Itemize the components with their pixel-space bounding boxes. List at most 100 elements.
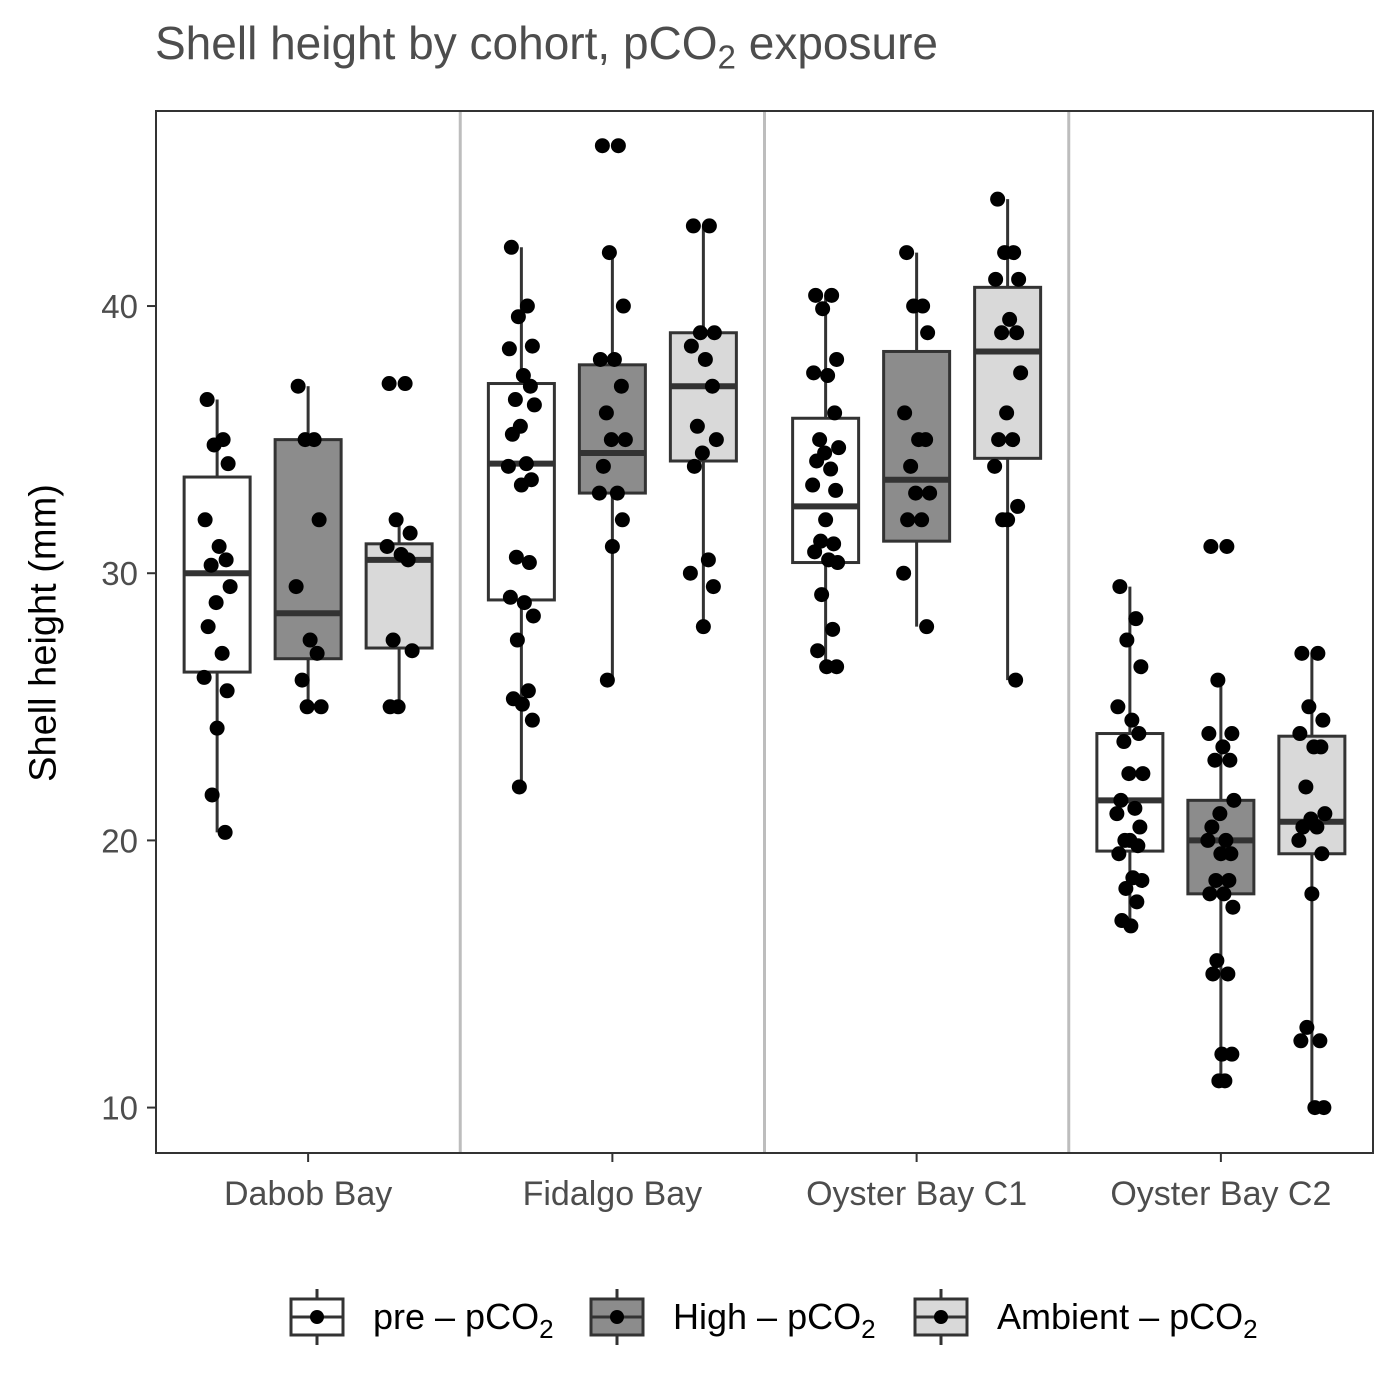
data-point <box>922 485 938 501</box>
data-point <box>1309 819 1325 835</box>
box-group <box>1095 586 1165 926</box>
data-point <box>683 338 699 354</box>
data-point <box>1124 712 1140 728</box>
data-point <box>1215 739 1231 755</box>
box-group <box>182 399 252 833</box>
data-point <box>1011 271 1027 287</box>
legend-item: pre – pCO2 <box>289 1289 554 1345</box>
data-point <box>1204 819 1220 835</box>
data-point <box>500 458 516 474</box>
data-point <box>507 392 523 408</box>
data-point <box>381 376 397 392</box>
data-point <box>206 437 222 453</box>
data-point <box>829 659 845 675</box>
legend-label: pre – pCO2 <box>373 1296 554 1344</box>
chart-title-main: Shell height by cohort, pCO <box>155 17 718 69</box>
box-iqr <box>668 331 738 463</box>
data-point <box>522 378 538 394</box>
data-point <box>820 368 836 384</box>
box-iqr <box>577 363 647 495</box>
data-point <box>1298 779 1314 795</box>
data-point <box>524 338 540 354</box>
box-group <box>273 386 343 707</box>
data-point <box>988 271 1004 287</box>
data-point <box>1112 579 1128 595</box>
x-tick-label: Oyster Bay C1 <box>806 1175 1027 1213</box>
box-iqr <box>1277 734 1347 856</box>
data-point <box>610 138 626 154</box>
data-point <box>815 301 831 317</box>
data-point <box>1221 872 1237 888</box>
data-point <box>991 432 1007 448</box>
data-point <box>900 512 916 528</box>
data-point <box>196 669 212 685</box>
data-point <box>518 456 534 472</box>
data-point <box>299 699 315 715</box>
data-point <box>919 619 935 635</box>
data-point <box>402 525 418 541</box>
data-point <box>906 298 922 314</box>
data-point <box>1013 365 1029 381</box>
data-point <box>823 461 839 477</box>
data-point <box>808 287 824 303</box>
data-point <box>987 458 1003 474</box>
data-point <box>1299 1019 1315 1035</box>
data-point <box>694 445 710 461</box>
data-point <box>1218 832 1234 848</box>
y-tick-label: 40 <box>101 288 138 325</box>
legend-key-point <box>934 1310 948 1324</box>
data-point <box>1202 886 1218 902</box>
data-point <box>914 512 930 528</box>
data-point <box>807 544 823 560</box>
data-point <box>697 351 713 367</box>
data-point <box>599 672 615 688</box>
data-point <box>524 712 540 728</box>
data-point <box>825 621 841 637</box>
data-point <box>219 683 235 699</box>
data-point <box>1121 766 1137 782</box>
data-point <box>297 432 313 448</box>
data-point <box>1304 886 1320 902</box>
data-point <box>1315 712 1331 728</box>
data-point <box>313 699 329 715</box>
data-point <box>999 405 1015 421</box>
data-point <box>918 432 934 448</box>
data-point <box>1312 1033 1328 1049</box>
data-point <box>1317 806 1333 822</box>
data-point <box>209 720 225 736</box>
data-point <box>1210 672 1226 688</box>
data-point <box>1295 819 1311 835</box>
data-point <box>214 645 230 661</box>
data-point <box>288 579 304 595</box>
x-tick-label: Oyster Bay C2 <box>1110 1175 1331 1213</box>
data-point <box>708 432 724 448</box>
data-point <box>309 645 325 661</box>
data-point <box>1109 806 1125 822</box>
y-tick-label: 20 <box>101 822 138 859</box>
data-point <box>197 512 213 528</box>
data-point <box>701 218 717 234</box>
legend-item: High – pCO2 <box>589 1289 876 1345</box>
data-point <box>1292 726 1308 742</box>
data-point <box>382 699 398 715</box>
data-point <box>810 643 826 659</box>
data-point <box>294 672 310 688</box>
data-point <box>1118 880 1134 896</box>
data-point <box>203 557 219 573</box>
data-point <box>897 405 913 421</box>
data-point <box>1117 832 1133 848</box>
data-point <box>695 619 711 635</box>
data-point <box>598 405 614 421</box>
data-point <box>514 696 530 712</box>
box-iqr <box>273 438 343 661</box>
data-point <box>1219 539 1235 555</box>
data-point <box>812 432 828 448</box>
y-tick-label: 10 <box>101 1090 138 1127</box>
data-point <box>1301 699 1317 715</box>
data-point <box>827 405 843 421</box>
data-point <box>520 683 536 699</box>
data-point <box>818 512 834 528</box>
data-point <box>1209 953 1225 969</box>
data-point <box>1224 1046 1240 1062</box>
data-point <box>896 565 912 581</box>
